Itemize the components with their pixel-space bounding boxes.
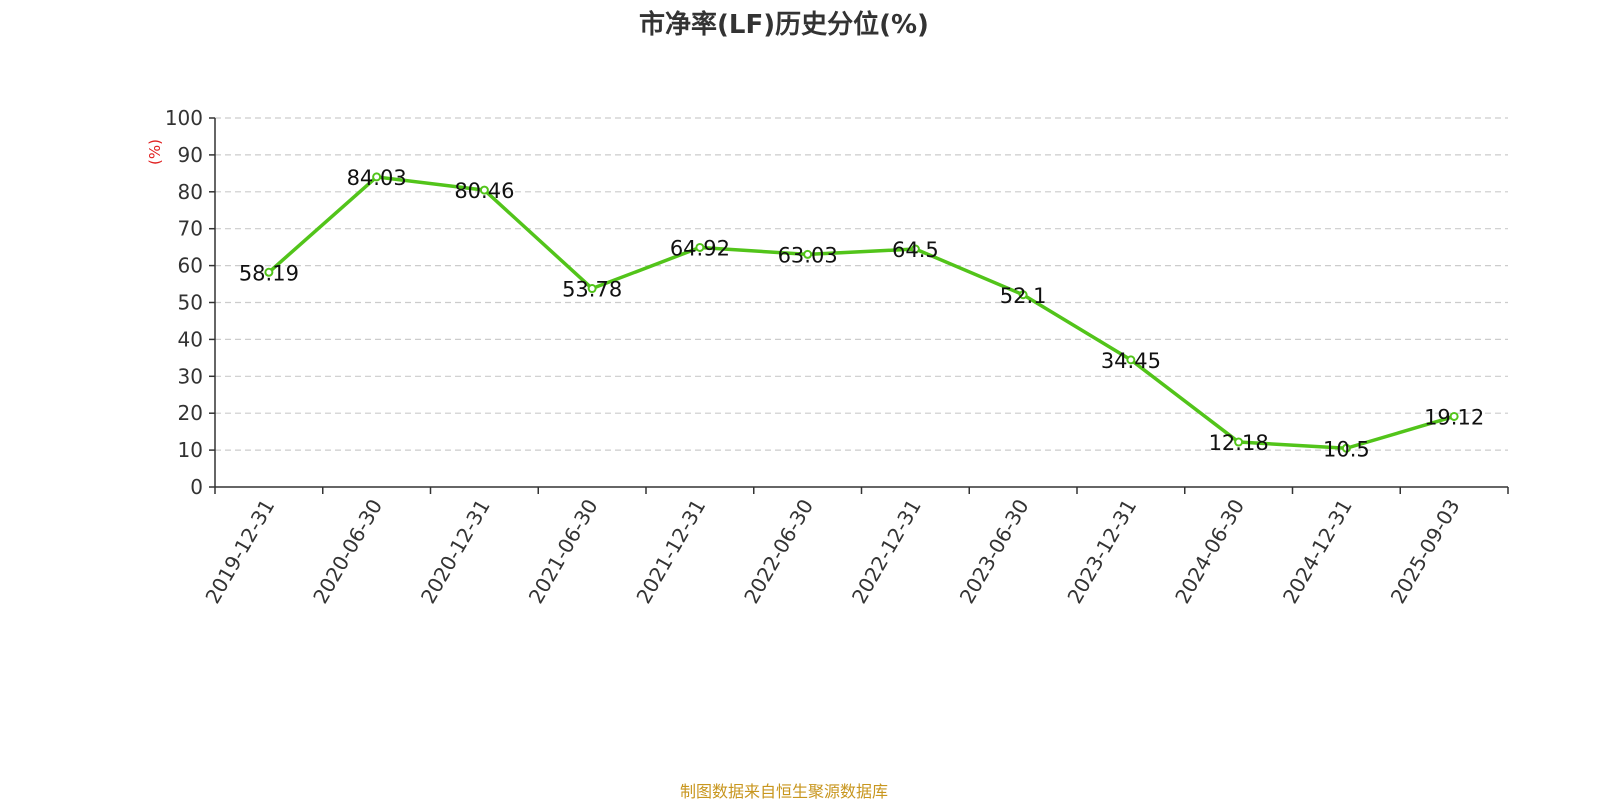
data-label: 64.5 (892, 238, 939, 262)
y-tick-label: 50 (178, 291, 203, 315)
x-tick-labels: 2019-12-31 2020-06-30 2020-12-31 2021-06-30… (200, 495, 1464, 608)
y-tick-label: 90 (178, 143, 203, 167)
data-point (803, 249, 813, 259)
data-point (910, 244, 920, 254)
chart-title: 市净率(LF)历史分位(%) (639, 10, 929, 40)
y-tick-label: 70 (178, 217, 203, 241)
grid-lines (215, 117, 1508, 451)
x-tick-label: 2022-06-30 (739, 495, 818, 608)
data-label: 19.12 (1424, 405, 1484, 429)
data-point (695, 242, 705, 252)
data-label: 80.46 (454, 179, 514, 203)
data-source-note: 制图数据来自恒生聚源数据库 (679, 782, 888, 801)
y-axis-unit-label: (%) (146, 139, 164, 165)
y-tick-label: 30 (178, 364, 203, 388)
data-point (372, 172, 382, 182)
y-tick-label: 10 (178, 438, 203, 462)
x-tick-label: 2025-09-03 (1386, 495, 1465, 608)
x-tick-label: 2023-12-31 (1062, 495, 1141, 608)
data-label: 63.03 (778, 243, 838, 267)
data-point (587, 284, 597, 294)
data-label: 53.78 (562, 278, 622, 302)
x-tick-label: 2023-06-30 (955, 495, 1034, 608)
x-tick-label: 2020-06-30 (308, 495, 387, 608)
x-tick-label: 2020-12-31 (416, 495, 495, 608)
data-point (1341, 443, 1351, 453)
data-point (264, 267, 274, 277)
data-label: 12.18 (1209, 431, 1269, 455)
y-tick-labels: 0 10 20 30 40 50 60 70 80 90 100 (165, 106, 203, 499)
x-tick-label: 2022-12-31 (847, 495, 926, 608)
data-point (1126, 355, 1136, 365)
y-tick-label: 60 (178, 254, 203, 278)
x-tick-label: 2024-12-31 (1278, 495, 1357, 608)
data-point (479, 185, 489, 195)
y-tick-label: 100 (165, 106, 203, 130)
x-tick-label: 2024-06-30 (1170, 495, 1249, 608)
data-point (1449, 411, 1459, 421)
y-tick-label: 40 (178, 327, 203, 351)
data-labels: 58.19 84.03 80.46 53.78 64.92 63.03 64.5 52.1 34… (239, 166, 1484, 461)
data-label: 64.92 (670, 236, 730, 260)
x-tick-label: 2019-12-31 (200, 495, 279, 608)
axes (209, 117, 1509, 494)
y-tick-label: 0 (190, 475, 203, 499)
data-point (1018, 290, 1028, 300)
x-tick-label: 2021-12-31 (631, 495, 710, 608)
y-tick-label: 20 (178, 401, 203, 425)
y-tick-label: 80 (178, 180, 203, 204)
data-points (264, 172, 1459, 453)
data-label: 10.5 (1323, 437, 1370, 461)
data-label: 34.45 (1101, 349, 1161, 373)
series-line-layer (267, 175, 1455, 451)
data-label: 84.03 (347, 166, 407, 190)
series-line (267, 175, 1455, 451)
data-label: 58.19 (239, 261, 299, 285)
x-tick-label: 2021-06-30 (524, 495, 603, 608)
data-label: 52.1 (1000, 284, 1047, 308)
data-point (1234, 437, 1244, 447)
